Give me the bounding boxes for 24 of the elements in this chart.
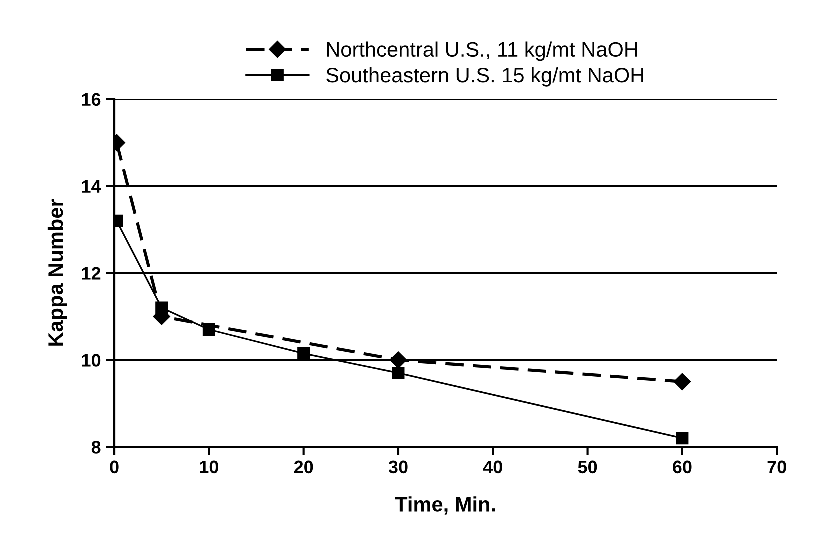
- y-tick-label: 8: [92, 441, 101, 454]
- x-tick-label: 10: [200, 460, 218, 474]
- y-tick-label: 14: [82, 180, 102, 193]
- point: [298, 347, 310, 360]
- y-tick-label: 12: [82, 267, 101, 280]
- x-tick-label: 40: [483, 460, 502, 474]
- x-tick-label: 50: [578, 460, 598, 474]
- x-tick-label: 20: [294, 460, 314, 474]
- point: [674, 373, 691, 390]
- y-tick-label: 10: [82, 354, 101, 367]
- x-tick-label: 0: [110, 460, 119, 474]
- legend-label: Northcentral U.S., 11 kg/mt NaOH: [327, 42, 638, 62]
- x-tick-label: 60: [673, 460, 692, 474]
- point: [156, 302, 168, 314]
- x-tick-label: 30: [388, 460, 408, 474]
- y-tick-label: 16: [82, 93, 101, 106]
- point: [202, 324, 216, 336]
- point: [392, 366, 405, 380]
- point: [676, 432, 689, 445]
- x-tick-label: 70: [768, 460, 786, 474]
- point: [390, 352, 408, 369]
- x-axis-title: Time, Min.: [395, 496, 496, 515]
- legend-label: Southeastern U.S. 15 kg/mt NaOH: [326, 67, 644, 87]
- y-axis-title: Kappa Number: [48, 199, 68, 346]
